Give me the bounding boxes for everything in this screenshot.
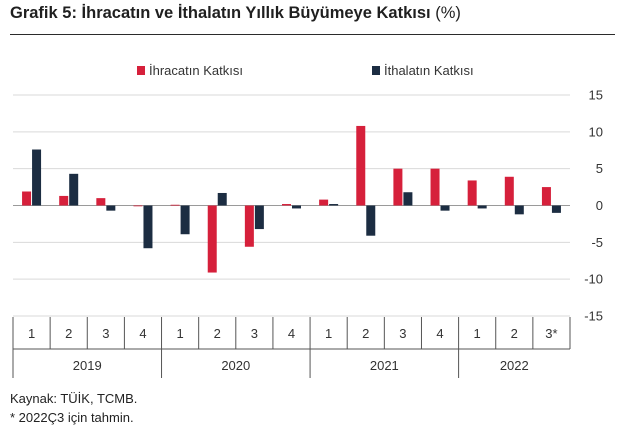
x-tick-label: 2 xyxy=(362,326,369,341)
bar-ihracat xyxy=(96,198,106,206)
y-tick-label: -10 xyxy=(584,272,603,287)
source-text: Kaynak: TÜİK, TCMB. xyxy=(10,391,138,406)
x-tick-label: 1 xyxy=(176,326,183,341)
year-label: 2020 xyxy=(221,358,250,373)
bar-chart: 15 10 5 0 -5 -10 -15 İhracatın Katkısı İthalatın… xyxy=(12,63,603,378)
chart-title-unit: (%) xyxy=(435,4,461,22)
year-label: 2019 xyxy=(73,358,102,373)
bar-ihracat xyxy=(541,187,551,206)
bar-ithalat xyxy=(514,205,524,215)
bar-ihracat xyxy=(319,199,329,206)
bar-ihracat xyxy=(356,125,366,206)
x-tick-label: 2 xyxy=(65,326,72,341)
bar-ithalat xyxy=(217,192,227,206)
bar-ithalat xyxy=(143,205,153,249)
x-tick-label: 4 xyxy=(288,326,295,341)
x-tick-label: 1 xyxy=(474,326,481,341)
title-rule xyxy=(10,34,615,35)
bar-ihracat xyxy=(59,195,69,206)
bar-ithalat xyxy=(292,205,301,209)
bar-ihracat xyxy=(430,168,440,206)
bar-ihracat xyxy=(170,204,180,206)
x-tick-label: 3 xyxy=(399,326,406,341)
bar-ihracat xyxy=(244,205,254,247)
bar-ihracat xyxy=(504,176,514,206)
x-tick-label: 3 xyxy=(251,326,258,341)
x-tick-label: 4 xyxy=(436,326,443,341)
x-tick-label: 3* xyxy=(545,326,557,341)
year-label: 2022 xyxy=(500,358,529,373)
bar-ithalat xyxy=(32,149,42,206)
x-tick-label: 2 xyxy=(214,326,221,341)
bar-ithalat xyxy=(69,173,79,206)
bar-ihracat xyxy=(282,204,291,206)
footnote-text: * 2022Ç3 için tahmin. xyxy=(10,410,134,425)
bar-ithalat xyxy=(254,205,264,230)
bar-ithalat xyxy=(180,205,190,235)
y-tick-label: 0 xyxy=(596,198,603,213)
chart-title-main: Grafik 5: İhracatın ve İthalatın Yıllık … xyxy=(10,4,431,22)
x-tick-label: 2 xyxy=(511,326,518,341)
y-tick-label: 5 xyxy=(596,161,603,176)
bar-ithalat xyxy=(329,204,339,206)
legend-label: İhracatın Katkısı xyxy=(149,63,243,78)
x-tick-label: 4 xyxy=(139,326,146,341)
bar-ihracat xyxy=(22,191,32,206)
chart-title: Grafik 5: İhracatın ve İthalatın Yıllık … xyxy=(10,4,461,23)
legend-swatch xyxy=(372,66,380,75)
y-tick-label: 10 xyxy=(589,124,603,139)
y-tick-label: -5 xyxy=(591,235,603,250)
x-tick-label: 1 xyxy=(28,326,35,341)
bar-ithalat xyxy=(106,205,116,211)
y-tick-label: 15 xyxy=(589,88,603,103)
bar-ithalat xyxy=(440,205,450,211)
y-tick-label: -15 xyxy=(584,309,603,324)
bar-ihracat xyxy=(207,205,217,273)
bar-ithalat xyxy=(366,205,376,236)
bar-ihracat xyxy=(393,168,403,206)
legend-label: İthalatın Katkısı xyxy=(384,63,474,78)
x-tick-label: 1 xyxy=(325,326,332,341)
bar-ihracat xyxy=(133,205,143,207)
bar-ihracat xyxy=(467,180,477,206)
x-tick-label: 3 xyxy=(102,326,109,341)
legend-swatch xyxy=(137,66,145,75)
bar-ithalat xyxy=(551,205,561,213)
bar-ithalat xyxy=(477,205,487,209)
bar-ithalat xyxy=(403,192,413,206)
year-label: 2021 xyxy=(370,358,399,373)
